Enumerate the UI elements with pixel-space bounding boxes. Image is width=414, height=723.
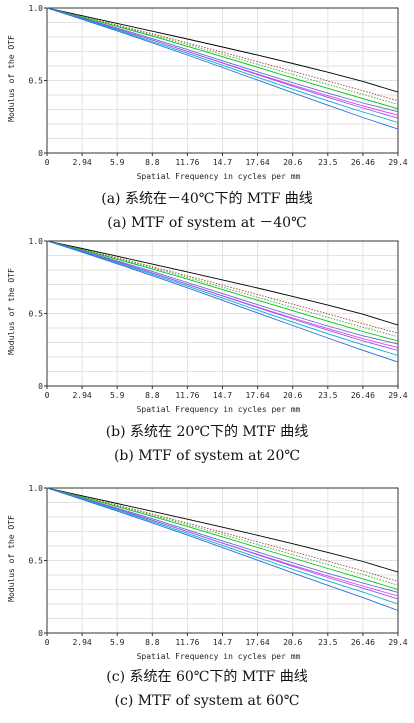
x-tick-label: 11.76 [175,158,199,167]
x-tick-label: 2.94 [72,638,91,647]
mtf-series-line-8 [46,240,399,356]
y-tick-label: 0.5 [29,77,44,86]
mtf-series-line-4 [46,240,399,342]
mtf-panel-a: 0 2.94 5.9 8.8 11.76 14.7 17.64 20.6 23.5 26.46 29… [0,0,414,233]
plot-grid [46,488,399,633]
caption-cn-b: (b) 系统在 20℃下的 MTF 曲线 [105,424,309,440]
x-tick-label: 8.8 [145,391,160,400]
mtf-series-line-3 [46,7,399,105]
x-tick-label: 14.7 [213,158,232,167]
mtf-series-line-5 [46,240,399,345]
x-tick-label: 26.46 [351,391,375,400]
plot-grid [46,8,399,153]
x-tick-label: 14.7 [213,391,232,400]
caption-en-a: (a) MTF of system at －40℃ [107,215,307,231]
x-tick-label: 11.76 [175,638,199,647]
mtf-series-line-8 [46,487,399,605]
mtf-series-line-7 [46,7,399,119]
x-tick-label: 5.9 [110,391,125,400]
mtf-series-line-9 [46,7,399,130]
mtf-series-line-7 [46,487,399,600]
x-tick-label: 5.9 [110,158,125,167]
mtf-panel-c: 0 2.94 5.9 8.8 11.76 14.7 17.64 20.6 23.5 26.46 29… [0,480,414,713]
y-tick-label: 0.5 [29,310,44,319]
mtf-series-line-5 [46,7,399,113]
mtf-series-line-1 [46,7,399,93]
plot-grid [46,241,399,386]
y-tick-label: 0 [38,382,43,391]
mtf-series-line-7 [46,240,399,351]
mtf-panel-b: 0 2.94 5.9 8.8 11.76 14.7 17.64 20.6 23.5 26.46 29… [0,233,414,466]
y-tick-label: 0 [38,629,43,638]
y-tick-label: 1.0 [29,4,44,13]
caption-cn-a: (a) 系统在－40℃下的 MTF 曲线 [101,191,313,207]
x-tick-label: 17.64 [246,158,270,167]
y-tick-label: 1.0 [29,484,44,493]
x-tick-label: 29.4 [388,391,407,400]
y-axis-label: Modulus of the OTF [7,35,16,122]
x-tick-label: 8.8 [145,158,160,167]
mtf-series-line-3 [46,240,399,338]
x-tick-label: 11.76 [175,391,199,400]
x-tick-label: 23.5 [318,391,337,400]
x-tick-label: 14.7 [213,638,232,647]
mtf-series-line-9 [46,240,399,363]
x-axis-label: Spatial Frequency in cycles per mm [137,172,301,181]
x-tick-label: 8.8 [145,638,160,647]
caption-en-c: (c) MTF of system at 60℃ [114,693,300,709]
x-tick-label: 20.6 [283,158,302,167]
x-tick-label: 23.5 [318,638,337,647]
y-tick-label: 0.5 [29,557,44,566]
x-tick-label: 20.6 [283,638,302,647]
x-tick-label: 26.46 [351,158,375,167]
x-tick-label: 26.46 [351,638,375,647]
x-axis-label: Spatial Frequency in cycles per mm [137,652,301,661]
mtf-series-line-4 [46,7,399,110]
mtf-series-line-2 [46,240,399,334]
x-tick-label: 0 [45,638,50,647]
mtf-series-line-9 [46,487,399,611]
y-axis-label: Modulus of the OTF [7,515,16,602]
x-tick-label: 20.6 [283,391,302,400]
x-tick-label: 0 [45,391,50,400]
mtf-series-line-1 [46,240,399,326]
x-axis-label: Spatial Frequency in cycles per mm [137,405,301,414]
mtf-chart-c: 0 2.94 5.9 8.8 11.76 14.7 17.64 20.6 23.5 26.46 29… [7,484,408,661]
y-tick-label: 0 [38,149,43,158]
mtf-series-line-3 [46,487,399,586]
x-tick-label: 17.64 [246,391,270,400]
mtf-series-line-5 [46,487,399,593]
caption-en-b: (b) MTF of system at 20℃ [113,448,301,464]
mtf-series-line-4 [46,487,399,590]
mtf-series-line-2 [46,7,399,102]
mtf-series-line-8 [46,7,399,123]
y-axis-label: Modulus of the OTF [7,268,16,355]
x-tick-label: 23.5 [318,158,337,167]
mtf-series-line-2 [46,487,399,582]
x-tick-label: 17.64 [246,638,270,647]
x-tick-label: 5.9 [110,638,125,647]
x-tick-label: 29.4 [388,638,407,647]
y-tick-label: 1.0 [29,237,44,246]
caption-cn-c: (c) 系统在 60℃下的 MTF 曲线 [106,669,308,685]
mtf-series-line-1 [46,487,399,573]
mtf-chart-b: 0 2.94 5.9 8.8 11.76 14.7 17.64 20.6 23.5 26.46 29… [7,237,408,414]
x-tick-label: 2.94 [72,391,91,400]
x-tick-label: 2.94 [72,158,91,167]
x-tick-label: 29.4 [388,158,407,167]
mtf-chart-a: 0 2.94 5.9 8.8 11.76 14.7 17.64 20.6 23.5 26.46 29… [7,4,408,181]
x-tick-label: 0 [45,158,50,167]
